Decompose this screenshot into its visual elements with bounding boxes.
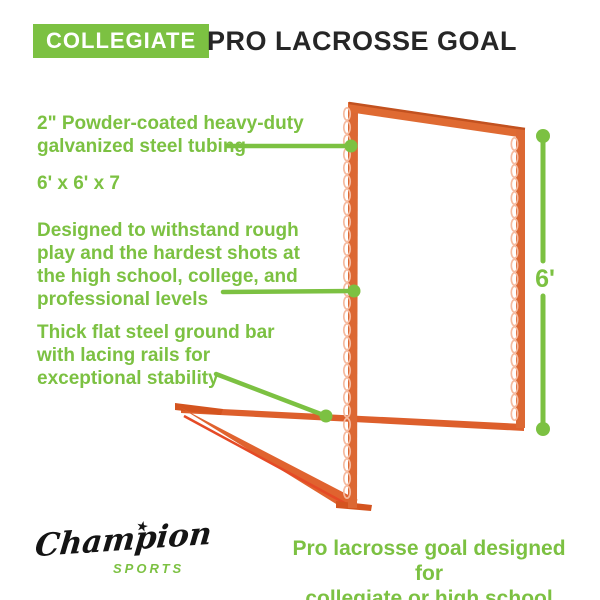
callout-text-size: 6' x 6' x 7 <box>37 172 120 195</box>
dimension-cap-top <box>536 129 550 143</box>
crossbar-top-edge <box>348 101 526 131</box>
callout-line: galvanized steel tubing <box>37 136 247 157</box>
callout-text-tubing: 2" Powder-coated heavy-duty galvanized s… <box>37 112 304 158</box>
callout-line: the high school, college, and <box>37 266 298 287</box>
back-ground-bar <box>181 407 524 431</box>
front-ground-bar-edge <box>183 414 353 509</box>
page-title: PRO LACROSSE GOAL <box>207 26 518 56</box>
callout-dot-groundbar <box>319 409 333 423</box>
post-foot-plate <box>336 501 372 511</box>
callout-line: Thick flat steel ground bar <box>37 322 275 343</box>
logo-subtext: SPORTS <box>113 561 185 576</box>
apex-foot-plate <box>175 403 223 415</box>
lacing-loops-right <box>510 136 519 422</box>
callout-line: exceptional stability <box>37 368 219 389</box>
dimension-cap-bottom <box>536 422 550 436</box>
right-post <box>516 129 525 428</box>
callout-text-durability: Designed to withstand rough play and the… <box>37 219 300 311</box>
front-ground-bar <box>178 406 358 507</box>
lacing-loops-left <box>342 106 352 500</box>
tagline-line: Pro lacrosse goal designed for <box>292 537 566 585</box>
logo-wordmark: Champion <box>33 515 214 565</box>
dimension-label: 6' <box>535 265 555 293</box>
crossbar <box>348 102 525 138</box>
callout-line: 2" Powder-coated heavy-duty <box>37 113 304 134</box>
left-post <box>348 102 358 508</box>
callout-line: 6' x 6' x 7 <box>37 173 120 194</box>
callout-dot-durability <box>347 284 361 298</box>
tagline-line: collegiate or high school games <box>305 587 553 600</box>
callout-line: professional levels <box>37 289 209 310</box>
callout-line: play and the hardest shots at <box>37 243 300 264</box>
collegiate-badge: COLLEGIATE <box>33 24 210 58</box>
tagline: Pro lacrosse goal designed for collegiat… <box>279 536 579 600</box>
callout-dot-tubing <box>344 139 358 153</box>
brand-logo: Champion ★ SPORTS <box>33 512 220 592</box>
callout-line: Designed to withstand rough <box>37 220 299 241</box>
callout-line: with lacing rails for <box>37 345 211 366</box>
callout-text-groundbar: Thick flat steel ground bar with lacing … <box>37 321 275 390</box>
